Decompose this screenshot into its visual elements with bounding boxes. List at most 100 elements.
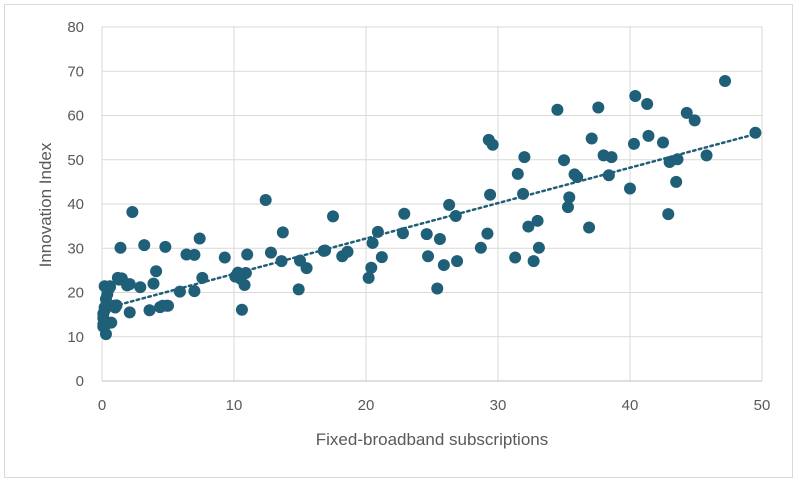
- data-point: [517, 187, 530, 200]
- y-tick-label: 10: [67, 329, 84, 346]
- data-point: [605, 151, 618, 164]
- data-point: [159, 240, 172, 253]
- data-point: [259, 194, 272, 207]
- x-tick-label: 20: [358, 397, 375, 414]
- data-point: [264, 246, 277, 259]
- data-point: [150, 265, 163, 278]
- trendline: [100, 131, 764, 311]
- data-point: [365, 261, 378, 274]
- data-point: [300, 262, 313, 275]
- data-point: [662, 208, 675, 221]
- data-point: [451, 255, 464, 268]
- data-point: [518, 151, 531, 164]
- data-point: [431, 282, 444, 295]
- y-tick-label: 80: [67, 19, 84, 36]
- data-point: [362, 271, 375, 284]
- data-point: [688, 114, 701, 127]
- data-point: [143, 304, 156, 317]
- y-tick-label: 30: [67, 240, 84, 257]
- data-point: [103, 281, 116, 294]
- data-point: [319, 244, 332, 257]
- data-point: [719, 74, 732, 87]
- data-point: [627, 137, 640, 150]
- data-point: [366, 236, 379, 249]
- chart-area: [4, 4, 793, 478]
- data-point: [571, 171, 584, 184]
- data-point: [657, 136, 669, 149]
- data-point: [147, 277, 160, 290]
- y-tick-label: 60: [67, 108, 84, 125]
- y-tick-label: 50: [67, 152, 84, 169]
- data-point: [396, 227, 409, 240]
- data-point: [433, 232, 446, 245]
- data-point: [371, 225, 384, 238]
- data-point: [602, 169, 615, 182]
- data-point: [193, 232, 206, 245]
- data-point: [196, 271, 209, 284]
- data-point: [481, 227, 494, 240]
- data-point: [275, 255, 288, 268]
- data-point: [511, 167, 524, 180]
- data-point: [558, 154, 570, 167]
- data-point: [527, 255, 540, 268]
- data-point: [671, 153, 684, 166]
- data-point: [134, 281, 147, 294]
- data-point: [474, 241, 487, 254]
- y-tick-label: 20: [67, 285, 84, 302]
- data-point: [522, 220, 535, 233]
- data-point: [123, 278, 136, 291]
- x-tick-label: 0: [98, 397, 106, 414]
- data-point: [484, 188, 497, 201]
- data-point: [624, 182, 636, 195]
- data-point: [551, 103, 564, 116]
- data-point: [583, 221, 596, 234]
- data-point: [398, 207, 411, 220]
- data-point: [188, 248, 201, 261]
- data-point: [531, 214, 544, 227]
- data-point: [99, 328, 112, 341]
- data-point: [238, 278, 251, 291]
- data-point: [173, 285, 186, 298]
- data-point: [422, 250, 435, 263]
- gridlines: [101, 26, 763, 382]
- data-point: [680, 106, 693, 119]
- y-tick-labels: 0 10 20 30 40 50 60 70 80: [67, 19, 84, 390]
- x-tick-labels: 0 10 20 30 40 50: [98, 397, 771, 414]
- data-point: [486, 138, 499, 151]
- data-point: [641, 97, 654, 110]
- data-point: [629, 90, 642, 103]
- data-point: [241, 248, 254, 261]
- data-point: [105, 316, 118, 329]
- data-point: [123, 306, 136, 319]
- data-point: [749, 126, 762, 139]
- data-point: [532, 241, 545, 254]
- data-point: [563, 191, 576, 204]
- y-tick-label: 0: [76, 373, 84, 390]
- data-point: [420, 228, 433, 241]
- data-point: [443, 198, 456, 211]
- data-point: [138, 239, 151, 252]
- data-point: [156, 299, 169, 312]
- x-tick-label: 30: [490, 397, 507, 414]
- data-point: [341, 245, 354, 258]
- data-point: [188, 285, 201, 298]
- data-point: [585, 132, 598, 145]
- x-tick-label: 10: [226, 397, 243, 414]
- data-point: [375, 251, 388, 264]
- x-tick-label: 50: [754, 397, 771, 414]
- data-point: [218, 251, 231, 264]
- y-tick-label: 40: [67, 196, 84, 213]
- data-point: [110, 299, 123, 312]
- data-point: [114, 241, 127, 254]
- data-point: [449, 209, 462, 222]
- data-point: [642, 129, 655, 142]
- y-axis-title: Innovation Index: [36, 142, 55, 267]
- x-axis-title: Fixed-broadband subscriptions: [316, 430, 548, 449]
- data-point: [126, 205, 139, 218]
- data-points: [97, 74, 762, 341]
- x-tick-label: 40: [622, 397, 639, 414]
- data-point: [700, 149, 713, 162]
- data-point: [561, 201, 574, 214]
- data-point: [327, 210, 339, 223]
- data-point: [670, 175, 683, 188]
